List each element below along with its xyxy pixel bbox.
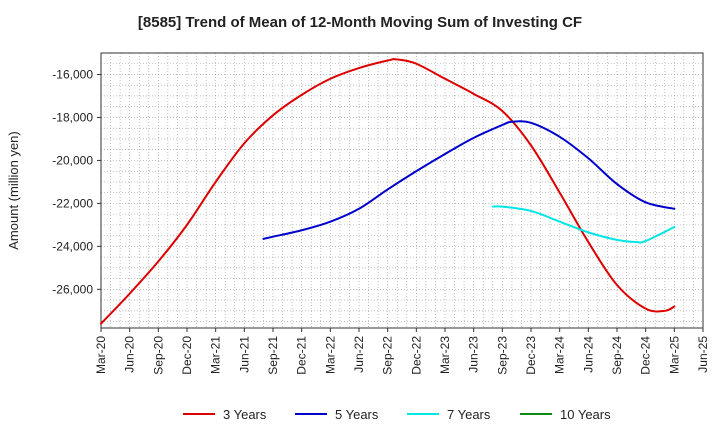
- y-axis-title: Amount (million yen): [6, 131, 21, 250]
- x-tick-label: Sep-21: [266, 336, 280, 375]
- x-tick-label: Jun-24: [581, 336, 595, 373]
- y-tick-label: -24,000: [52, 239, 93, 253]
- x-tick-label: Sep-22: [381, 336, 395, 375]
- y-tick-label: -26,000: [52, 282, 93, 296]
- series-line-3: [491, 205, 676, 244]
- x-tick-label: Mar-21: [209, 336, 223, 374]
- x-tick-label: Dec-21: [295, 336, 309, 375]
- x-tick-label: Jun-25: [696, 336, 710, 373]
- legend-label-4: 10 Years: [560, 407, 611, 422]
- x-tick-label: Sep-24: [610, 336, 624, 375]
- y-tick-label: -22,000: [52, 196, 93, 210]
- x-tick-label: Sep-23: [495, 336, 509, 375]
- x-tick-label: Mar-25: [667, 336, 681, 374]
- plot-area: [101, 53, 703, 328]
- x-tick-label: Dec-23: [524, 336, 538, 375]
- x-tick-label: Jun-23: [467, 336, 481, 373]
- x-tick-label: Jun-22: [352, 336, 366, 373]
- x-tick-label: Jun-21: [237, 336, 251, 373]
- x-tick-label: Dec-20: [180, 336, 194, 375]
- chart-title: [8585] Trend of Mean of 12-Month Moving …: [137, 14, 583, 31]
- y-tick-label: -16,000: [52, 67, 93, 81]
- legend-label-2: 5 Years: [335, 407, 379, 422]
- y-tick-label: -18,000: [52, 110, 93, 124]
- x-tick-label: Jun-20: [123, 336, 137, 373]
- legend-label-1: 3 Years: [223, 407, 267, 422]
- x-tick-label: Mar-20: [94, 336, 108, 374]
- legend-label-3: 7 Years: [447, 407, 491, 422]
- x-tick-label: Sep-20: [151, 336, 165, 375]
- x-tick-label: Dec-24: [639, 336, 653, 375]
- series-line-1: [100, 58, 676, 325]
- plot-frame: [100, 52, 704, 329]
- x-tick-label: Mar-22: [323, 336, 337, 374]
- series-line-2: [262, 120, 676, 240]
- x-tick-label: Dec-22: [409, 336, 423, 375]
- x-tick-label: Mar-24: [553, 336, 567, 374]
- x-tick-label: Mar-23: [438, 336, 452, 374]
- y-tick-label: -20,000: [52, 153, 93, 167]
